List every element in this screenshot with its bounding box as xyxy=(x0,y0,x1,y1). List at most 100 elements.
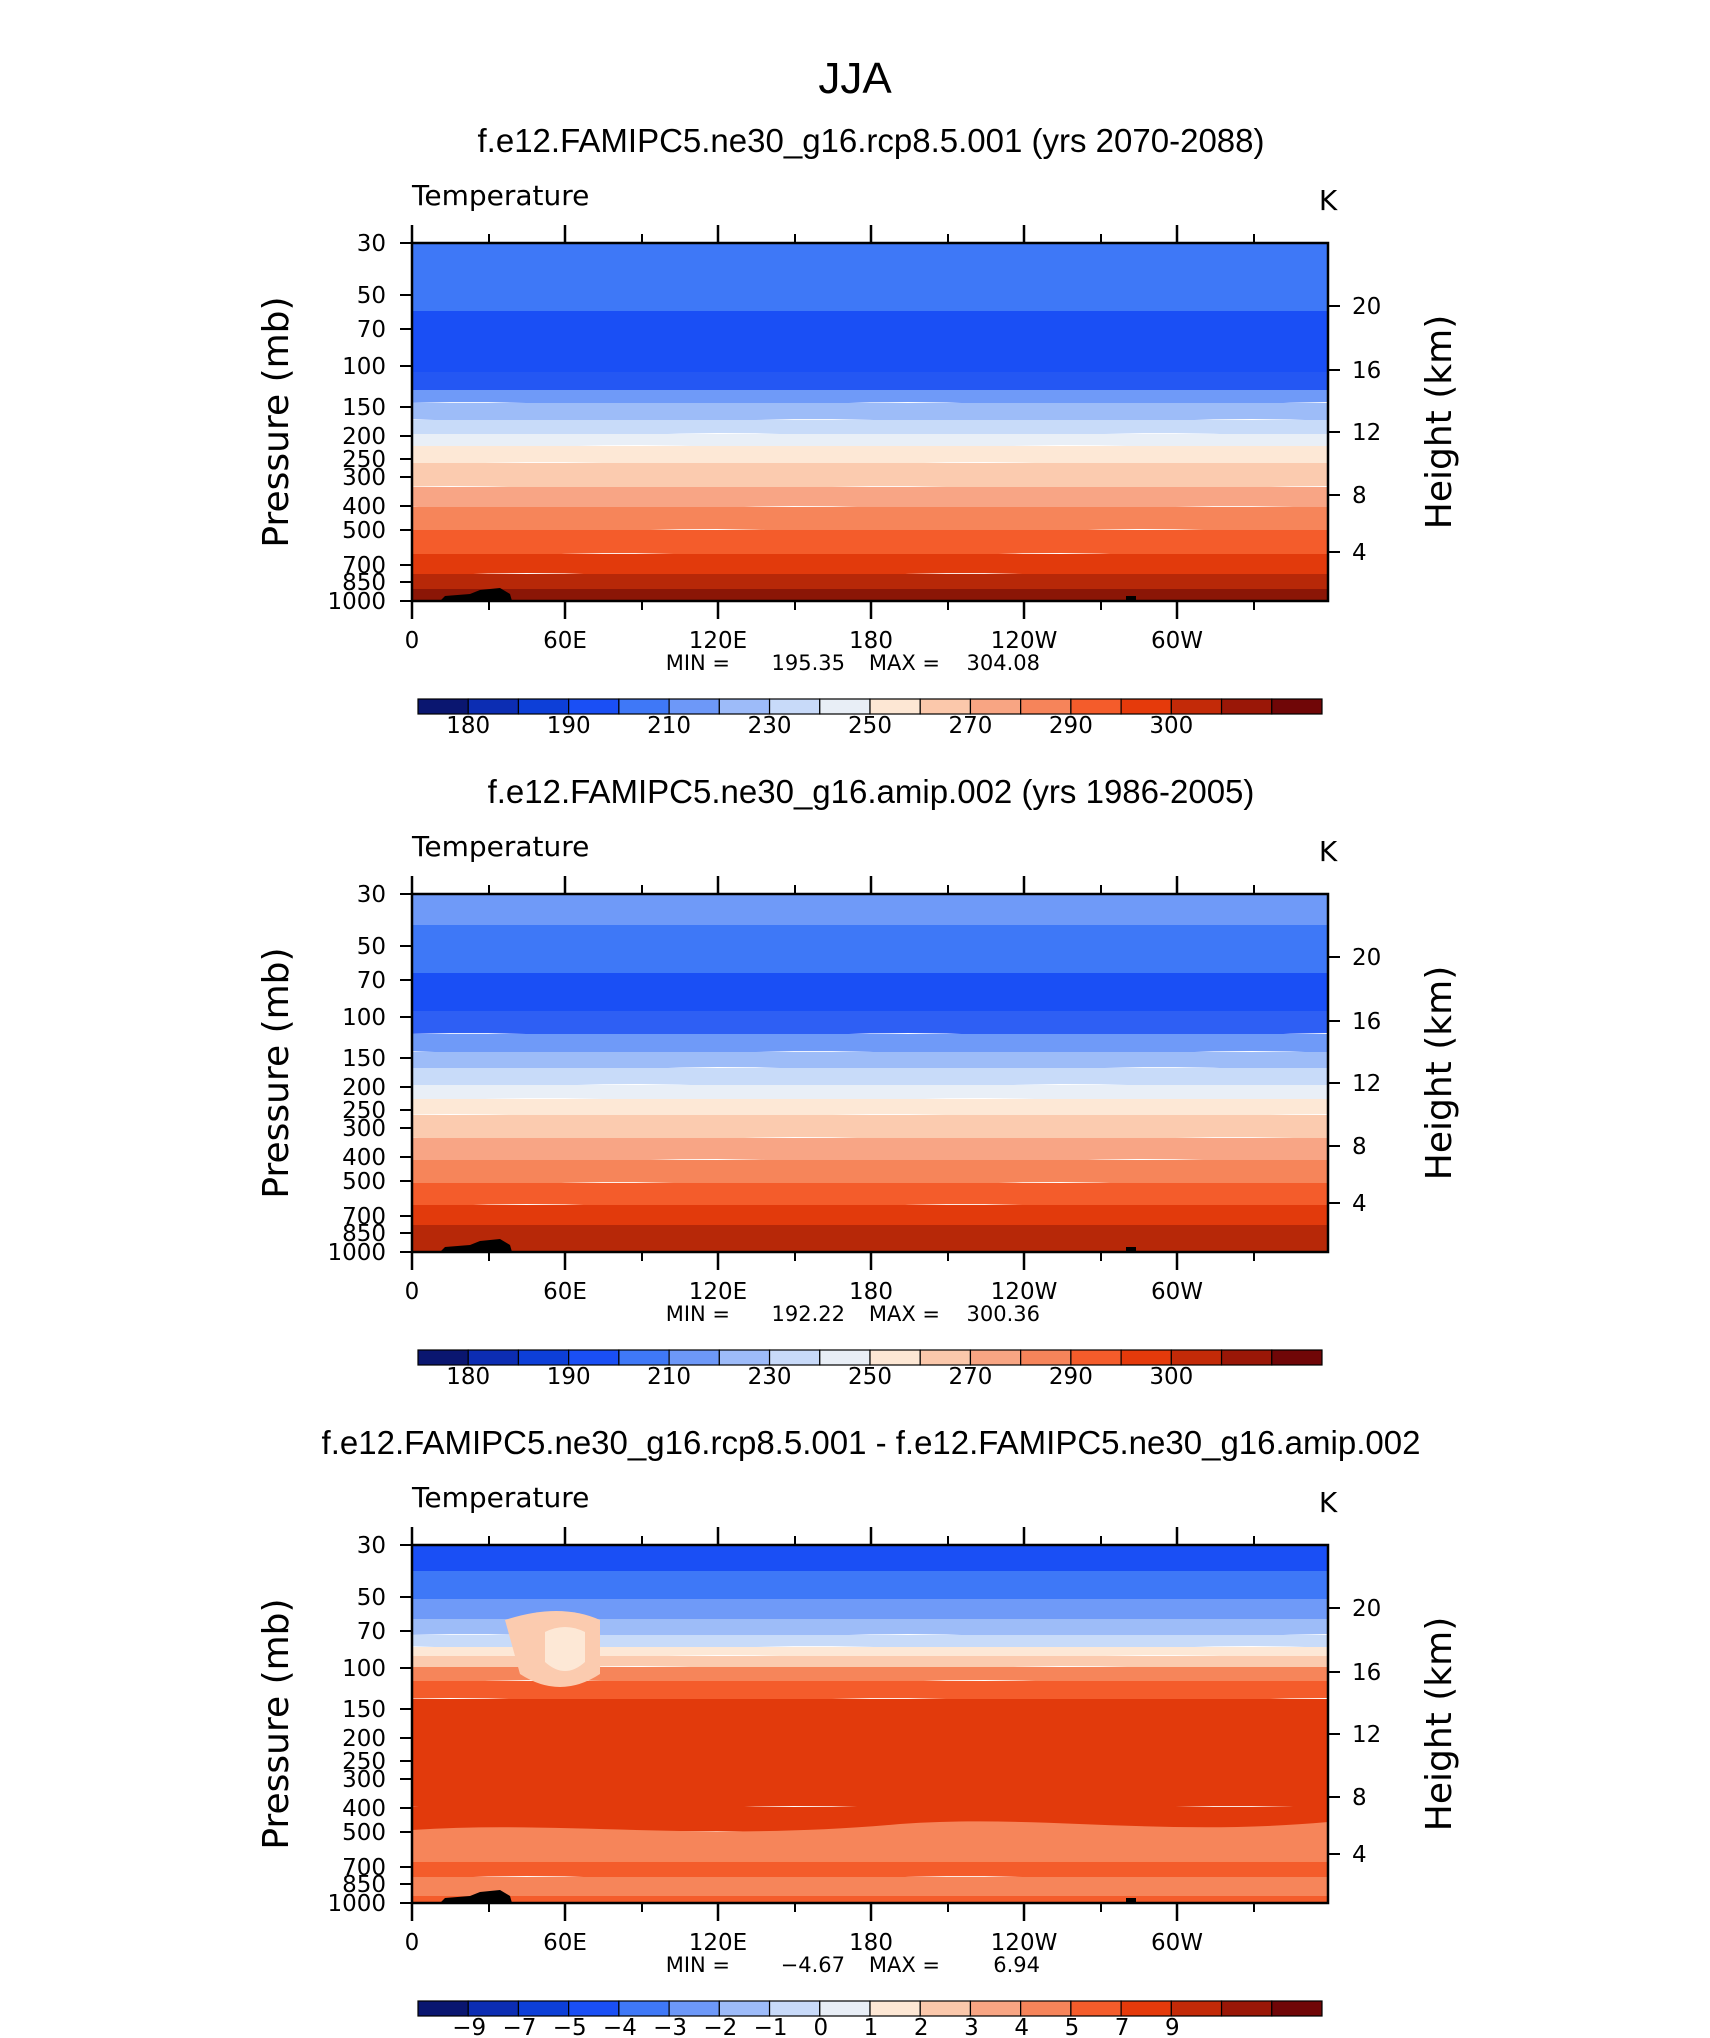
figure-title: JJA xyxy=(818,54,892,103)
colorbar-label: 250 xyxy=(848,1364,892,1390)
y-tick-label: 1000 xyxy=(327,1891,386,1917)
max-label: MAX = xyxy=(869,651,940,675)
contour-band xyxy=(412,1068,1328,1090)
colorbar-box xyxy=(1070,698,1122,715)
contour-feature xyxy=(545,1627,585,1671)
x-tick-label: 60E xyxy=(543,1930,587,1956)
contour-band xyxy=(412,1183,1328,1210)
contour-band xyxy=(412,446,1328,468)
colorbar-label: 4 xyxy=(1014,2015,1029,2038)
contour-band xyxy=(412,463,1328,492)
y-tick-label: 200 xyxy=(342,1726,386,1752)
y-tick-label: 850 xyxy=(342,570,386,596)
colorbar-label: 180 xyxy=(446,1364,490,1390)
contour-band xyxy=(412,1699,1328,1812)
colorbar-box xyxy=(768,2000,821,2017)
contour-band xyxy=(412,973,1328,1015)
x-tick-label: 0 xyxy=(405,628,420,654)
panel-title: f.e12.FAMIPC5.ne30_g16.rcp8.5.001 (yrs 2… xyxy=(478,122,1265,159)
y-tick-label: 100 xyxy=(342,1005,386,1031)
topography xyxy=(1126,1247,1136,1252)
y-tick-label: 1000 xyxy=(327,1240,386,1266)
colorbar-label: 5 xyxy=(1065,2015,1080,2038)
contour-band xyxy=(412,487,1328,512)
y-axis-title: Pressure (mb) xyxy=(256,296,297,547)
colorbar-box xyxy=(819,2000,871,2017)
colorbar-box xyxy=(568,698,620,715)
variable-label: Temperature xyxy=(411,1481,589,1514)
height-tick-label: 12 xyxy=(1352,1071,1381,1097)
colorbar-box xyxy=(1020,2000,1072,2017)
x-tick-label: 60W xyxy=(1151,1930,1203,1956)
contour-band xyxy=(412,1138,1328,1165)
colorbar-label: 270 xyxy=(948,713,992,739)
x-tick-label: 120E xyxy=(689,628,747,654)
colorbar-box xyxy=(1070,2000,1122,2017)
height-tick-label: 16 xyxy=(1352,1660,1381,1686)
height-tick-label: 16 xyxy=(1352,358,1381,384)
colorbar-box xyxy=(568,1349,620,1366)
colorbar-label: 300 xyxy=(1149,713,1193,739)
y-tick-label: 30 xyxy=(357,882,386,908)
panel-title: f.e12.FAMIPC5.ne30_g16.amip.002 (yrs 198… xyxy=(488,773,1255,810)
units-label: K xyxy=(1319,184,1338,217)
y-tick-label: 50 xyxy=(357,283,386,309)
colorbar-box xyxy=(869,1349,921,1366)
colorbar-box xyxy=(668,698,720,715)
contour-band xyxy=(412,1160,1328,1188)
panel-title: f.e12.FAMIPC5.ne30_g16.rcp8.5.001 - f.e1… xyxy=(322,1424,1421,1461)
colorbar-label: −4 xyxy=(603,2015,637,2038)
y-tick-label: 1000 xyxy=(327,589,386,615)
contour-field xyxy=(412,1545,1328,1903)
colorbar-label: 7 xyxy=(1115,2015,1130,2038)
colorbar-box xyxy=(1170,698,1223,715)
y-tick-label: 150 xyxy=(342,395,386,421)
contour-band xyxy=(412,1205,1328,1229)
colorbar-box xyxy=(1220,2000,1273,2017)
colorbar-label: 230 xyxy=(748,713,792,739)
contour-band xyxy=(412,434,1328,451)
contour-band xyxy=(412,1619,1328,1640)
contour-field xyxy=(412,894,1328,1252)
units-label: K xyxy=(1319,1486,1338,1519)
y-tick-label: 500 xyxy=(342,518,386,544)
contour-band xyxy=(412,1896,1328,1903)
min-value: −4.67 xyxy=(781,1953,845,1977)
colorbar-box xyxy=(1220,1349,1273,1366)
units-label: K xyxy=(1319,835,1338,868)
max-label: MAX = xyxy=(869,1302,940,1326)
x-tick-label: 60W xyxy=(1151,628,1203,654)
colorbar-box xyxy=(919,1349,972,1366)
colorbar-label: 270 xyxy=(948,1364,992,1390)
min-value: 192.22 xyxy=(772,1302,845,1326)
y-tick-label: 70 xyxy=(357,317,386,343)
min-label: MIN = xyxy=(666,651,730,675)
topography xyxy=(440,588,512,601)
contour-field xyxy=(412,243,1328,601)
colorbar-box xyxy=(467,2000,520,2017)
colorbar-box xyxy=(517,1349,570,1366)
y-tick-label: 50 xyxy=(357,934,386,960)
colorbar-box xyxy=(1271,1349,1323,1366)
colorbar-box xyxy=(1170,2000,1223,2017)
x-tick-label: 180 xyxy=(849,628,893,654)
contour-band xyxy=(412,1099,1328,1120)
colorbar-box xyxy=(517,698,570,715)
colorbar-box xyxy=(768,698,821,715)
y-tick-label: 70 xyxy=(357,968,386,994)
topography xyxy=(440,1239,512,1252)
contour-band xyxy=(412,925,1328,977)
y-tick-label: 30 xyxy=(357,1533,386,1559)
colorbar-box xyxy=(969,2000,1022,2017)
colorbar-label: 250 xyxy=(848,713,892,739)
contour-band xyxy=(412,554,1328,579)
x-tick-label: 120E xyxy=(689,1930,747,1956)
y2-axis-title: Height (km) xyxy=(1419,966,1460,1180)
colorbar-label: 9 xyxy=(1165,2015,1180,2038)
contour-band xyxy=(412,1571,1328,1603)
x-tick-label: 60W xyxy=(1151,1279,1203,1305)
colorbar-box xyxy=(417,2000,469,2017)
y-tick-label: 100 xyxy=(342,1656,386,1682)
colorbar-box xyxy=(1120,2000,1172,2017)
